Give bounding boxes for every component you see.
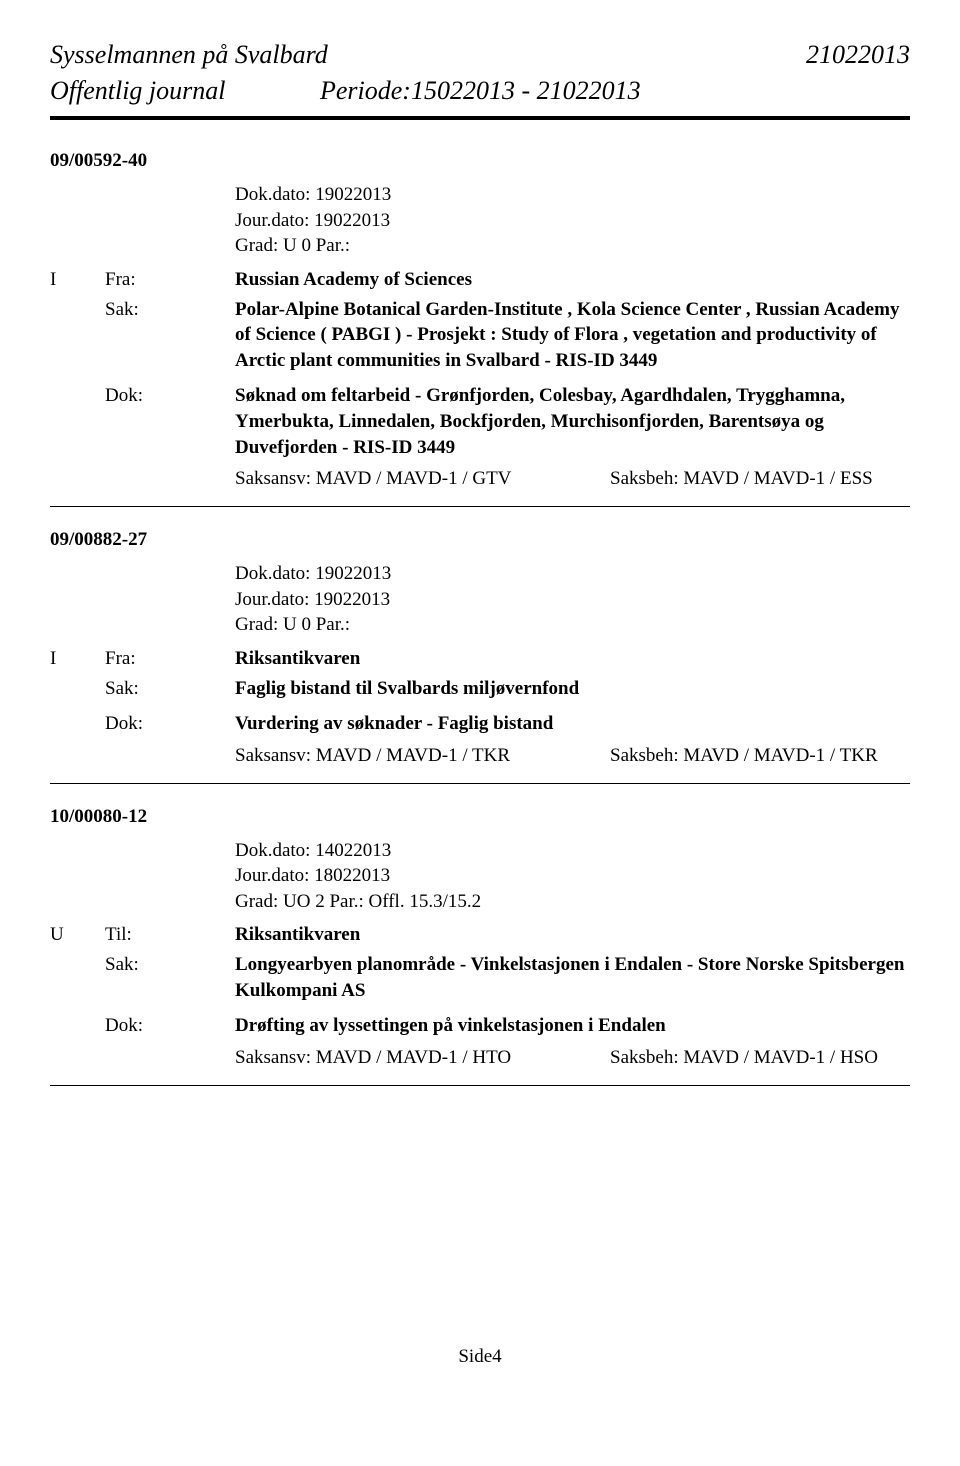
jour-dato: Jour.dato: 19022013 <box>235 587 910 613</box>
dok-value: Drøfting av lyssettingen på vinkelstasjo… <box>235 1013 910 1039</box>
entry-divider <box>50 506 910 507</box>
direction: I <box>50 646 105 672</box>
til-value: Riksantikvaren <box>235 922 910 948</box>
journal-entry: 10/00080-12 Dok.dato: 14022013 Jour.dato… <box>50 806 910 1071</box>
dok-value: Vurdering av søknader - Faglig bistand <box>235 711 910 737</box>
spacer <box>50 711 105 737</box>
journal-entry: 09/00592-40 Dok.dato: 19022013 Jour.dato… <box>50 150 910 492</box>
jour-dato: Jour.dato: 19022013 <box>235 208 910 234</box>
entry-divider <box>50 1085 910 1086</box>
sak-value: Longyearbyen planområde - Vinkelstasjone… <box>235 952 910 1003</box>
til-label: Til: <box>105 922 235 948</box>
fra-label: Fra: <box>105 267 235 293</box>
direction: U <box>50 922 105 948</box>
header-subtitle-right: Periode:15022013 - 21022013 <box>320 76 641 106</box>
page-number: Side4 <box>50 1346 910 1368</box>
case-id: 09/00592-40 <box>50 150 910 172</box>
journal-entry: 09/00882-27 Dok.dato: 19022013 Jour.dato… <box>50 529 910 768</box>
saksansv: Saksansv: MAVD / MAVD-1 / TKR <box>235 743 610 769</box>
saksbeh: Saksbeh: MAVD / MAVD-1 / TKR <box>610 743 878 769</box>
dok-label: Dok: <box>105 1013 235 1039</box>
fra-value: Riksantikvaren <box>235 646 910 672</box>
saksansv: Saksansv: MAVD / MAVD-1 / GTV <box>235 466 610 492</box>
sak-value: Polar-Alpine Botanical Garden-Institute … <box>235 297 910 374</box>
dok-label: Dok: <box>105 711 235 737</box>
dok-value: Søknad om feltarbeid - Grønfjorden, Cole… <box>235 383 910 460</box>
sak-label: Sak: <box>105 952 235 1003</box>
dok-dato: Dok.dato: 19022013 <box>235 561 910 587</box>
spacer <box>50 1013 105 1039</box>
header-title-right: 21022013 <box>806 40 910 70</box>
dok-dato: Dok.dato: 14022013 <box>235 838 910 864</box>
fra-value: Russian Academy of Sciences <box>235 267 910 293</box>
saksansv: Saksansv: MAVD / MAVD-1 / HTO <box>235 1045 610 1071</box>
header-title-left: Sysselmannen på Svalbard <box>50 40 328 70</box>
saksbeh: Saksbeh: MAVD / MAVD-1 / ESS <box>610 466 873 492</box>
header-subtitle-left: Offentlig journal <box>50 76 320 106</box>
grad: Grad: U 0 Par.: <box>235 233 910 259</box>
spacer <box>50 952 105 1003</box>
fra-label: Fra: <box>105 646 235 672</box>
spacer <box>50 383 105 460</box>
jour-dato: Jour.dato: 18022013 <box>235 863 910 889</box>
case-id: 10/00080-12 <box>50 806 910 828</box>
header-rule <box>50 116 910 120</box>
spacer <box>50 297 105 374</box>
sak-value: Faglig bistand til Svalbards miljøvernfo… <box>235 676 910 702</box>
dok-label: Dok: <box>105 383 235 460</box>
sak-label: Sak: <box>105 297 235 374</box>
grad: Grad: UO 2 Par.: Offl. 15.3/15.2 <box>235 889 910 915</box>
direction: I <box>50 267 105 293</box>
sak-label: Sak: <box>105 676 235 702</box>
dok-dato: Dok.dato: 19022013 <box>235 182 910 208</box>
entry-divider <box>50 783 910 784</box>
grad: Grad: U 0 Par.: <box>235 612 910 638</box>
case-id: 09/00882-27 <box>50 529 910 551</box>
spacer <box>50 676 105 702</box>
saksbeh: Saksbeh: MAVD / MAVD-1 / HSO <box>610 1045 878 1071</box>
